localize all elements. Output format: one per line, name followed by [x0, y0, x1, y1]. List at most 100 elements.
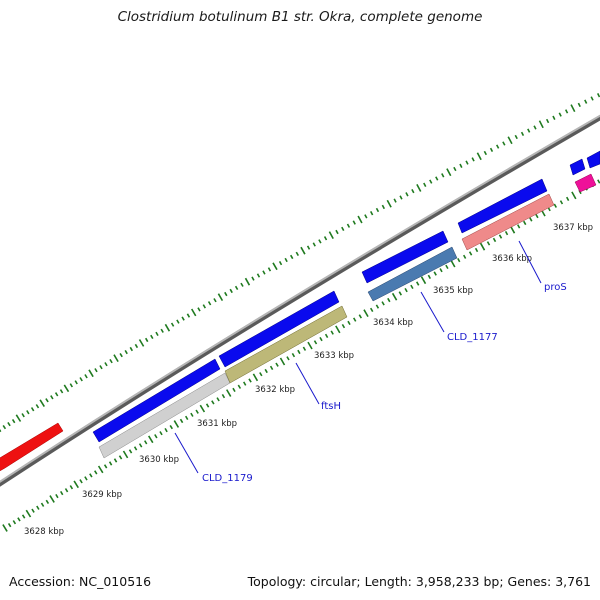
- tick-mark: [559, 200, 564, 205]
- tick-mark: [216, 397, 220, 402]
- red-feature[interactable]: [0, 422, 64, 472]
- kbp-labels: 3628 kbp 3629 kbp 3630 kbp 3631 kbp 3632…: [24, 223, 593, 537]
- tick-mark: [504, 231, 509, 236]
- kbp-label: 3633 kbp: [314, 351, 354, 361]
- tick-mark: [584, 99, 588, 104]
- cds-feature[interactable]: [586, 150, 600, 169]
- tick-mark: [205, 403, 210, 408]
- gene-proS[interactable]: [461, 193, 555, 251]
- tick-mark: [229, 288, 233, 294]
- tick-mark: [502, 141, 506, 146]
- tick-mark: [352, 220, 356, 225]
- gene-CLD_1179[interactable]: [98, 372, 231, 459]
- kbp-label: 3634 kbp: [373, 318, 413, 328]
- tick-mark: [450, 259, 456, 268]
- gene-label-ftsH[interactable]: ftsH: [321, 401, 341, 412]
- tick-mark: [479, 242, 486, 251]
- tick-mark: [435, 176, 439, 181]
- tick-mark: [170, 322, 175, 327]
- tick-mark: [122, 450, 129, 459]
- tick-mark: [279, 357, 286, 366]
- tick-mark: [103, 464, 108, 469]
- tick-mark: [535, 213, 539, 219]
- tick-mark: [138, 443, 143, 448]
- tick-mark: [185, 415, 189, 420]
- tick-mark: [465, 160, 469, 165]
- tick-mark: [144, 440, 148, 445]
- tick-mark: [275, 362, 279, 367]
- tick-mark: [39, 399, 45, 408]
- tick-mark: [63, 384, 70, 393]
- tick-mark: [191, 308, 197, 317]
- tick-mark: [248, 378, 252, 383]
- tick-mark: [217, 293, 224, 302]
- tick-mark: [284, 257, 288, 263]
- gene-label-proS[interactable]: proS: [544, 282, 567, 293]
- tick-mark: [514, 134, 518, 140]
- tick-mark: [318, 239, 322, 244]
- tick-mark: [226, 389, 232, 397]
- kbp-label: 3632 kbp: [255, 385, 295, 395]
- cds-feature[interactable]: [218, 290, 340, 368]
- gene-CLD_1177[interactable]: [367, 246, 458, 302]
- gene-ftsH[interactable]: [224, 305, 348, 384]
- kbp-label: 3635 kbp: [433, 286, 473, 296]
- gene-label-CLD_1177[interactable]: CLD_1177: [447, 332, 498, 343]
- tick-mark: [113, 354, 119, 363]
- tick-mark: [133, 446, 138, 451]
- tick-mark: [2, 524, 8, 532]
- tick-mark: [79, 377, 83, 382]
- tick-mark: [30, 407, 35, 412]
- tick-mark: [476, 152, 482, 161]
- gene-labels: CLD_1179 ftsH CLD_1177 proS: [202, 282, 567, 484]
- cds-feature[interactable]: [569, 158, 586, 176]
- tick-mark: [243, 381, 247, 386]
- tick-mark: [145, 337, 149, 343]
- kbp-label: 3631 kbp: [197, 419, 237, 429]
- cds-feature[interactable]: [361, 230, 449, 284]
- tick-mark: [173, 420, 180, 428]
- genome-title: Clostridium botulinum B1 str. Okra, comp…: [117, 9, 483, 25]
- tick-mark: [160, 328, 164, 333]
- tick-mark: [99, 365, 103, 370]
- tick-row-outer: [0, 93, 600, 433]
- tick-mark: [405, 192, 409, 197]
- tick-mark: [11, 418, 16, 424]
- tick-mark: [59, 389, 64, 394]
- kbp-label: 3629 kbp: [82, 490, 122, 500]
- tick-mark: [154, 434, 158, 439]
- tick-mark: [313, 340, 318, 345]
- tick-mark: [439, 268, 443, 273]
- tick-mark: [335, 325, 341, 334]
- tick-mark: [25, 509, 32, 518]
- tick-mark: [486, 241, 491, 246]
- tick-mark: [347, 320, 351, 326]
- tick-mark: [134, 343, 139, 349]
- tick-mark: [237, 384, 242, 389]
- tick-mark: [54, 392, 59, 397]
- tick-mark: [190, 412, 194, 417]
- cds-feature[interactable]: [457, 178, 548, 234]
- tick-mark: [597, 179, 600, 184]
- tick-mark: [150, 334, 154, 340]
- tick-mark: [290, 254, 294, 260]
- tick-mark: [330, 330, 334, 335]
- tick-mark: [429, 179, 433, 184]
- tick-mark: [538, 120, 544, 129]
- tick-mark: [323, 236, 328, 241]
- tick-mark: [363, 309, 369, 318]
- tick-mark: [523, 220, 527, 226]
- magenta-feature[interactable]: [574, 173, 597, 193]
- tick-row-inner: [2, 179, 600, 532]
- forward-features: [0, 150, 600, 472]
- tick-mark: [119, 352, 123, 358]
- tick-mark: [97, 465, 104, 474]
- tick-mark: [474, 247, 479, 253]
- gene-label-CLD_1179[interactable]: CLD_1179: [202, 473, 253, 484]
- tick-mark: [60, 490, 64, 496]
- tick-mark: [45, 499, 50, 505]
- cds-feature[interactable]: [92, 358, 221, 443]
- tick-mark: [533, 125, 537, 130]
- tick-mark: [353, 317, 357, 322]
- tick-mark: [520, 131, 525, 136]
